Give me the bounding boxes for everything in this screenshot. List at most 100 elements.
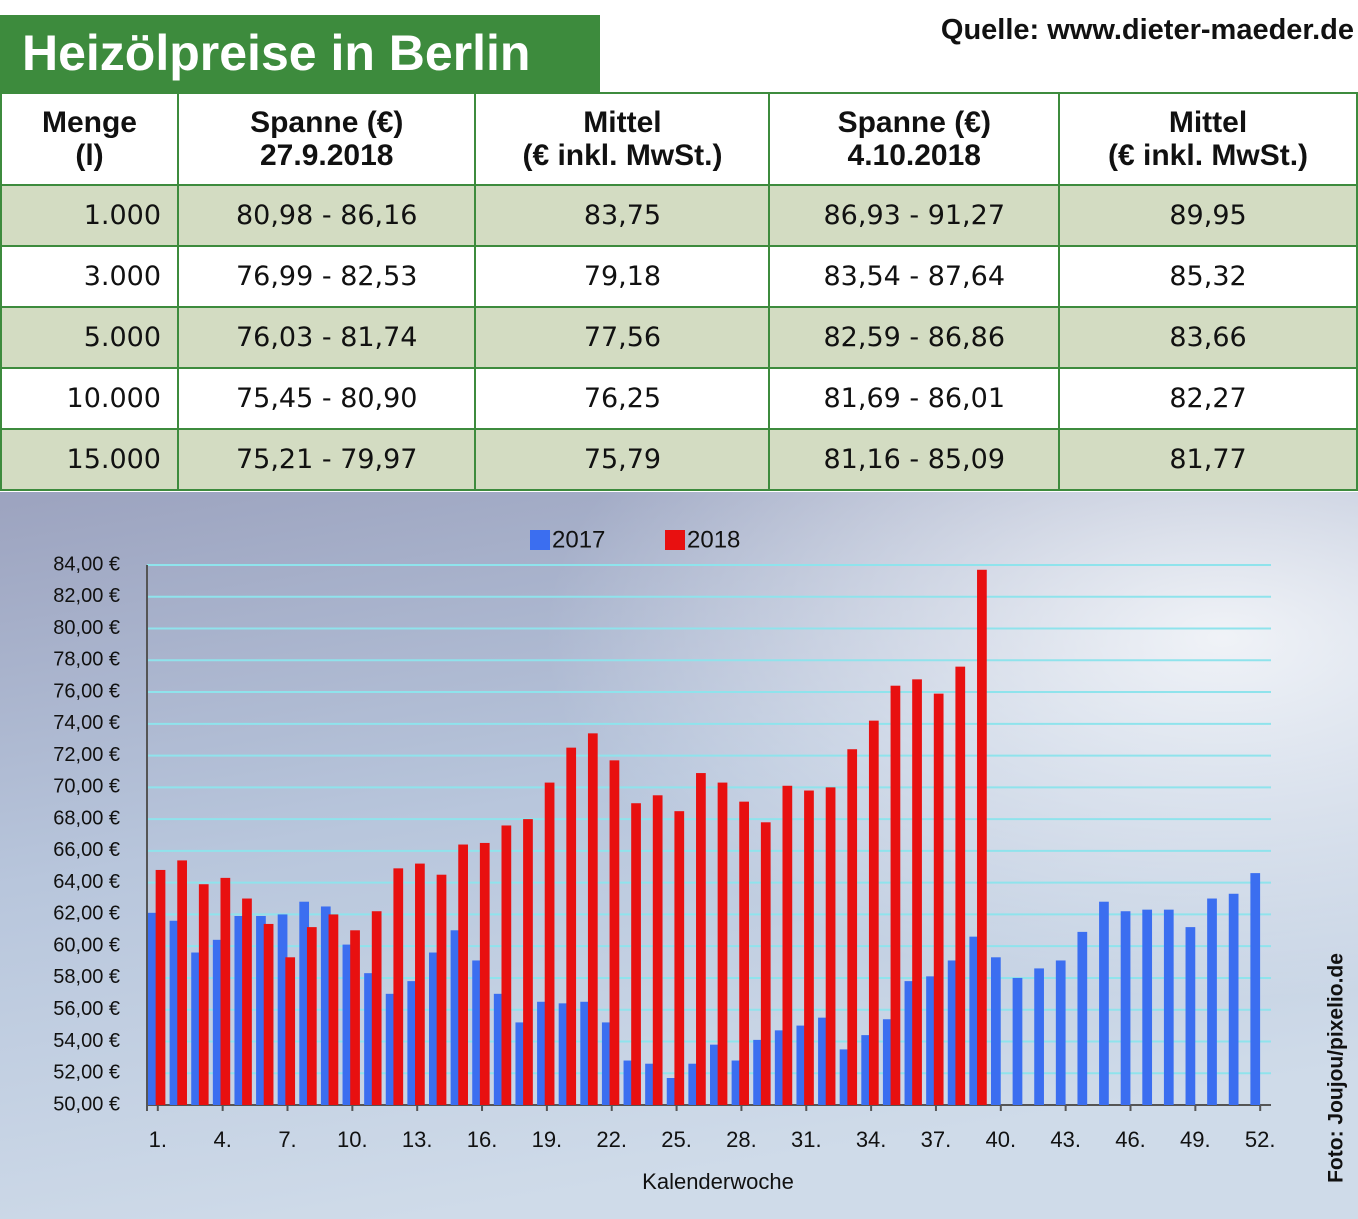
bar	[256, 916, 266, 1105]
bar	[472, 960, 482, 1105]
bar	[544, 782, 555, 1105]
bar	[342, 944, 353, 1105]
bar	[882, 1019, 893, 1105]
y-tick-label: 72,00 €	[53, 744, 120, 766]
bar	[328, 914, 339, 1105]
header-line: (€ inkl. MwSt.)	[522, 139, 723, 172]
bar	[320, 906, 331, 1105]
bar	[717, 782, 728, 1105]
x-tick-label: 52.	[1245, 1127, 1276, 1152]
column-header: Spanne (€) 27.9.2018	[176, 92, 477, 186]
bar	[558, 1003, 569, 1105]
table-cell: 80,98 - 86,16	[176, 184, 477, 247]
bar	[804, 790, 814, 1105]
x-tick-label: 19.	[532, 1127, 563, 1152]
bar	[818, 1017, 828, 1105]
y-tick-label: 60,00 €	[53, 934, 120, 956]
table-row: 5.000 76,03 - 81,74 77,56 82,59 - 86,86 83,6…	[0, 306, 1358, 369]
bar	[947, 960, 958, 1105]
y-tick-label: 74,00 €	[53, 712, 120, 734]
bar	[609, 760, 620, 1105]
table-cell: 1.000	[0, 184, 179, 247]
bar	[890, 685, 901, 1105]
header-line: (l)	[75, 139, 104, 172]
table-cell: 75,79	[474, 428, 771, 491]
table-row: 15.000 75,21 - 79,97 75,79 81,16 - 85,09 81,…	[0, 428, 1358, 491]
table-cell: 83,75	[474, 184, 771, 247]
table-cell: 83,66	[1058, 306, 1358, 369]
bar	[666, 1078, 677, 1105]
y-tick-label: 52,00 €	[53, 1062, 120, 1084]
bar	[825, 787, 836, 1105]
bar	[493, 993, 504, 1105]
y-tick-label: 56,00 €	[53, 998, 120, 1020]
bar	[415, 863, 425, 1105]
bar	[753, 1039, 763, 1105]
y-tick-label: 58,00 €	[53, 966, 120, 988]
y-tick-label: 78,00 €	[53, 649, 120, 671]
bar	[479, 842, 490, 1105]
bar	[1034, 968, 1044, 1105]
bar	[169, 920, 180, 1105]
table-cell: 76,25	[474, 367, 771, 430]
x-tick-label: 16.	[467, 1127, 498, 1152]
bar	[731, 1060, 742, 1105]
table-cell: 75,21 - 79,97	[176, 428, 477, 491]
bar	[926, 976, 936, 1105]
y-tick-label: 82,00 €	[53, 585, 120, 607]
bar	[1120, 911, 1131, 1105]
x-tick-label: 46.	[1115, 1127, 1146, 1152]
bar	[912, 679, 922, 1105]
bar	[631, 803, 641, 1105]
bar	[696, 773, 706, 1105]
title: Heizölpreise in Berlin	[0, 15, 600, 92]
x-tick-label: 37.	[921, 1127, 952, 1152]
x-tick-label: 31.	[791, 1127, 822, 1152]
x-tick-label: 28.	[726, 1127, 757, 1152]
bar	[1207, 898, 1217, 1105]
table-cell: 76,99 - 82,53	[176, 245, 477, 308]
bar	[198, 884, 209, 1105]
bar	[177, 860, 187, 1105]
bar	[739, 801, 749, 1105]
bar	[601, 1022, 612, 1105]
bar	[285, 957, 296, 1105]
table-cell: 77,56	[474, 306, 771, 369]
bar	[782, 785, 793, 1105]
bar	[645, 1063, 655, 1105]
table-cell: 85,32	[1058, 245, 1358, 308]
bar	[839, 1049, 850, 1105]
bar	[760, 822, 771, 1105]
table-cell: 81,69 - 86,01	[768, 367, 1061, 430]
y-tick-label: 70,00 €	[53, 776, 120, 798]
table-cell: 82,27	[1058, 367, 1358, 430]
bar	[155, 869, 166, 1105]
bar	[566, 747, 577, 1105]
bar	[688, 1063, 699, 1105]
bar	[1099, 901, 1109, 1105]
header-line: (€ inkl. MwSt.)	[1108, 139, 1309, 172]
chart: Kalenderwoche Foto: Joujou/pixelio.de 50…	[0, 492, 1358, 1219]
y-tick-label: 68,00 €	[53, 807, 120, 829]
x-tick-label: 40.	[986, 1127, 1017, 1152]
header-line: Spanne (€)	[250, 106, 404, 139]
bar	[371, 911, 382, 1105]
bar	[277, 914, 288, 1105]
bar	[652, 795, 663, 1105]
bar	[868, 720, 879, 1105]
bar	[537, 1001, 547, 1105]
y-tick-label: 54,00 €	[53, 1030, 120, 1052]
table-cell: 10.000	[0, 367, 179, 430]
table-cell: 81,77	[1058, 428, 1358, 491]
table-cell: 83,54 - 87,64	[768, 245, 1061, 308]
bar	[234, 916, 245, 1105]
bar	[523, 819, 533, 1105]
bar	[1077, 931, 1088, 1105]
header-line: 4.10.2018	[847, 139, 981, 172]
legend-label: 2018	[687, 526, 740, 553]
table-cell: 76,03 - 81,74	[176, 306, 477, 369]
header-line: Menge	[41, 106, 137, 139]
bar	[263, 923, 274, 1105]
column-header: Mittel (€ inkl. MwSt.)	[474, 92, 771, 186]
bar	[847, 749, 858, 1105]
